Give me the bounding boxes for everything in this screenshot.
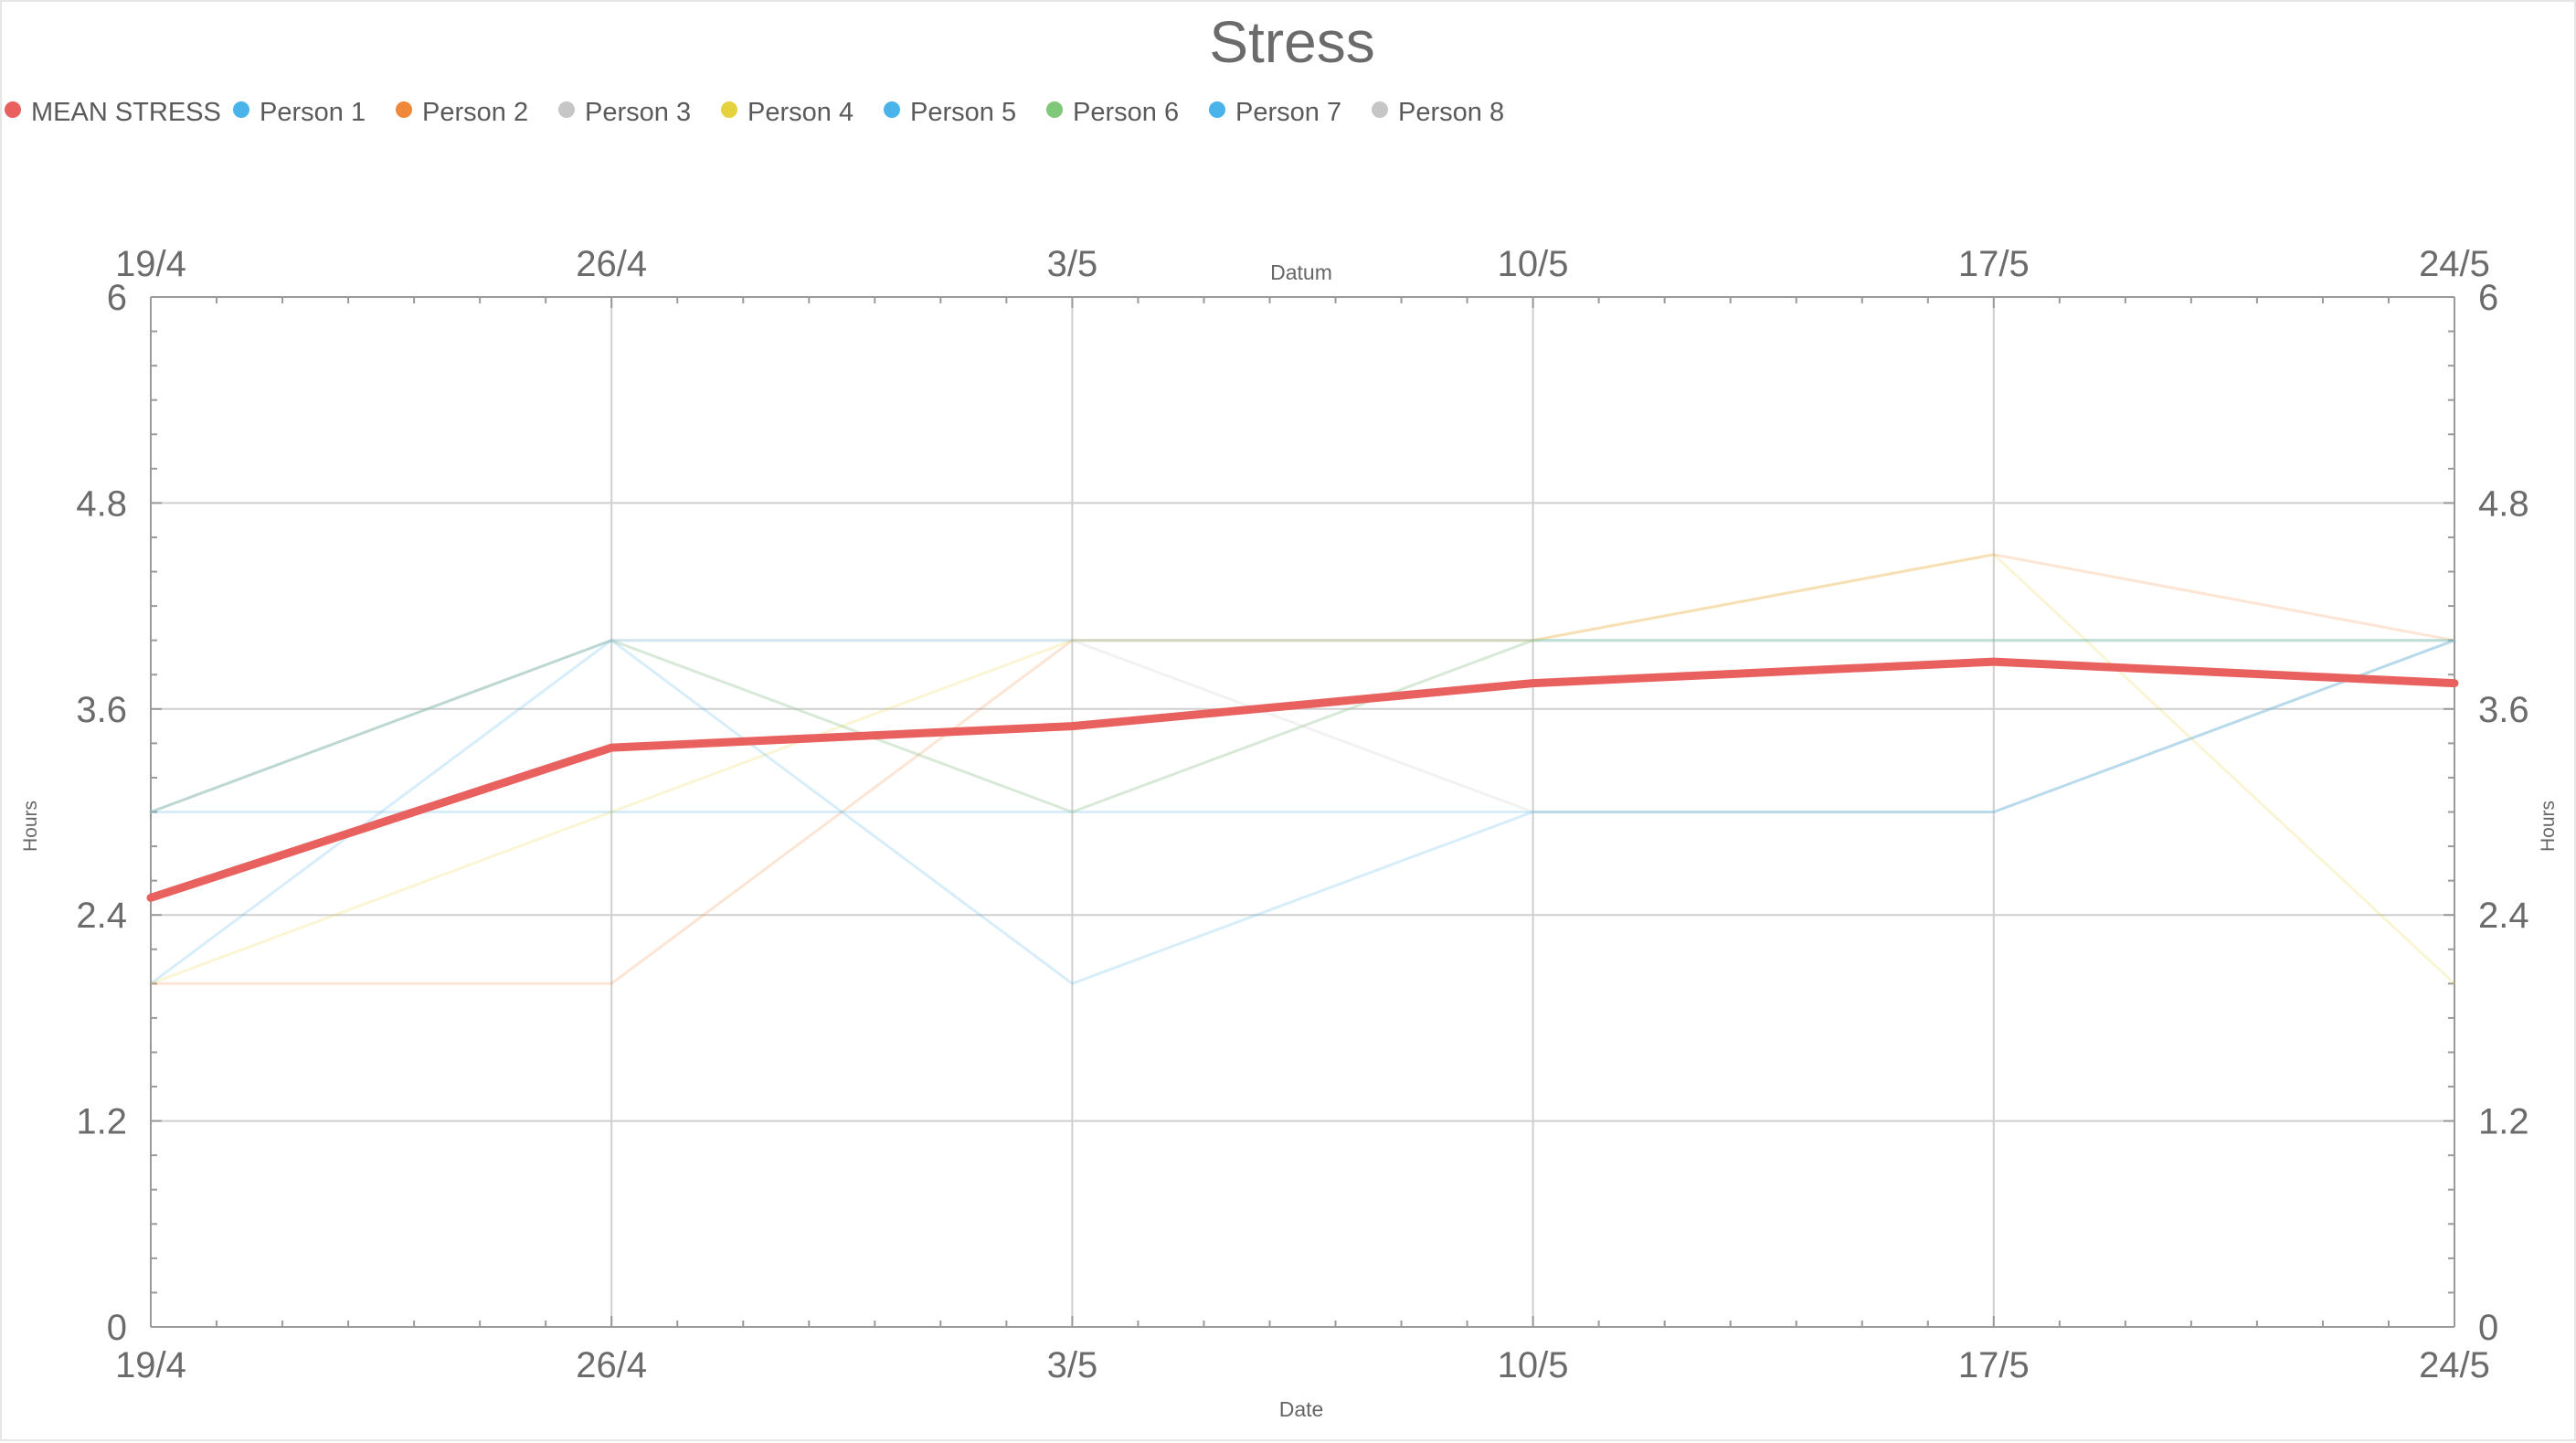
legend-item-person-4: Person 4 (721, 98, 853, 127)
legend-marker (5, 101, 21, 118)
legend: MEAN STRESS Person 1 Person 2 Person 3 Perso… (5, 98, 1504, 127)
x-tick-label-bottom: 10/5 (1498, 1345, 1569, 1385)
x-tick-label-bottom: 24/5 (2419, 1345, 2490, 1385)
x-tick-label-top: 10/5 (1498, 244, 1569, 284)
y-tick-label-right: 2.4 (2478, 896, 2529, 936)
x-tick-label-bottom: 26/4 (576, 1345, 647, 1385)
legend-marker (558, 101, 575, 118)
x-tick-label-top: 26/4 (576, 244, 647, 284)
x-tick-label-bottom: 19/4 (115, 1345, 186, 1385)
series-line-person-4 (149, 553, 2456, 985)
legend-item-person-3: Person 3 (558, 98, 691, 127)
legend-marker (1209, 101, 1225, 118)
legend-item-person-7: Person 7 (1209, 98, 1341, 127)
x-tick-label-top: 3/5 (1047, 244, 1098, 284)
legend-label: Person 2 (422, 98, 528, 127)
y-tick-label-right: 0 (2478, 1308, 2498, 1348)
legend-label: MEAN STRESS (31, 98, 221, 127)
y-tick-label-right: 4.8 (2478, 483, 2529, 524)
legend-label: Person 6 (1073, 98, 1179, 127)
legend-marker (721, 101, 737, 118)
legend-marker (396, 101, 412, 118)
legend-marker (884, 101, 900, 118)
legend-item-person-8: Person 8 (1372, 98, 1504, 127)
series-line-person-5 (149, 639, 2456, 813)
legend-marker (1046, 101, 1063, 118)
series-layer (146, 553, 2459, 985)
y-tick-label-right: 3.6 (2478, 690, 2529, 730)
y-tick-label-left: 4.8 (76, 483, 127, 524)
legend-item-mean-stress: MEAN STRESS (5, 98, 221, 127)
x-tick-label-bottom: 3/5 (1047, 1345, 1098, 1385)
legend-marker (233, 101, 249, 118)
legend-item-person-1: Person 1 (233, 98, 366, 127)
y-tick-label-right: 1.2 (2478, 1102, 2529, 1142)
legend-label: Person 3 (585, 98, 691, 127)
y-tick-label-left: 6 (107, 278, 127, 318)
series-line-person-8 (149, 639, 2456, 813)
series-line-person-1 (149, 639, 2456, 813)
y-tick-label-left: 0 (107, 1308, 127, 1348)
legend-label: Person 7 (1235, 98, 1341, 127)
x-axis-top-label: Datum (1270, 260, 1332, 284)
x-axis-label: Date (1279, 1397, 1324, 1421)
x-tick-label-top: 17/5 (1958, 244, 2030, 284)
legend-item-person-6: Person 6 (1046, 98, 1179, 127)
y-axis-label-right: Hours (2538, 801, 2559, 852)
series-line-person-7 (149, 639, 2456, 985)
y-tick-label-left: 2.4 (76, 896, 127, 936)
series-line-person-3 (149, 639, 2456, 813)
legend-marker (1372, 101, 1388, 118)
series-line-mean-stress (146, 657, 2459, 902)
x-tick-label-top: 24/5 (2419, 244, 2490, 284)
legend-label: Person 1 (260, 98, 366, 127)
y-tick-label-right: 6 (2478, 278, 2498, 318)
x-tick-label-top: 19/4 (115, 244, 186, 284)
y-axis-label-left: Hours (20, 801, 41, 852)
axes: 0 01.2 1.22.4 2.43.6 3.64.8 4.86 619/419/426/4… (76, 244, 2528, 1385)
y-tick-label-left: 1.2 (76, 1102, 127, 1142)
series-line-person-6 (149, 639, 2456, 813)
legend-label: Person 8 (1398, 98, 1504, 127)
legend-label: Person 4 (747, 98, 853, 127)
legend-item-person-5: Person 5 (884, 98, 1016, 127)
x-tick-label-bottom: 17/5 (1958, 1345, 2030, 1385)
legend-label: Person 5 (910, 98, 1016, 127)
legend-item-person-2: Person 2 (396, 98, 528, 127)
series-line-person-2 (149, 553, 2456, 985)
y-tick-label-left: 3.6 (76, 690, 127, 730)
chart-title: Stress (1209, 9, 1374, 75)
